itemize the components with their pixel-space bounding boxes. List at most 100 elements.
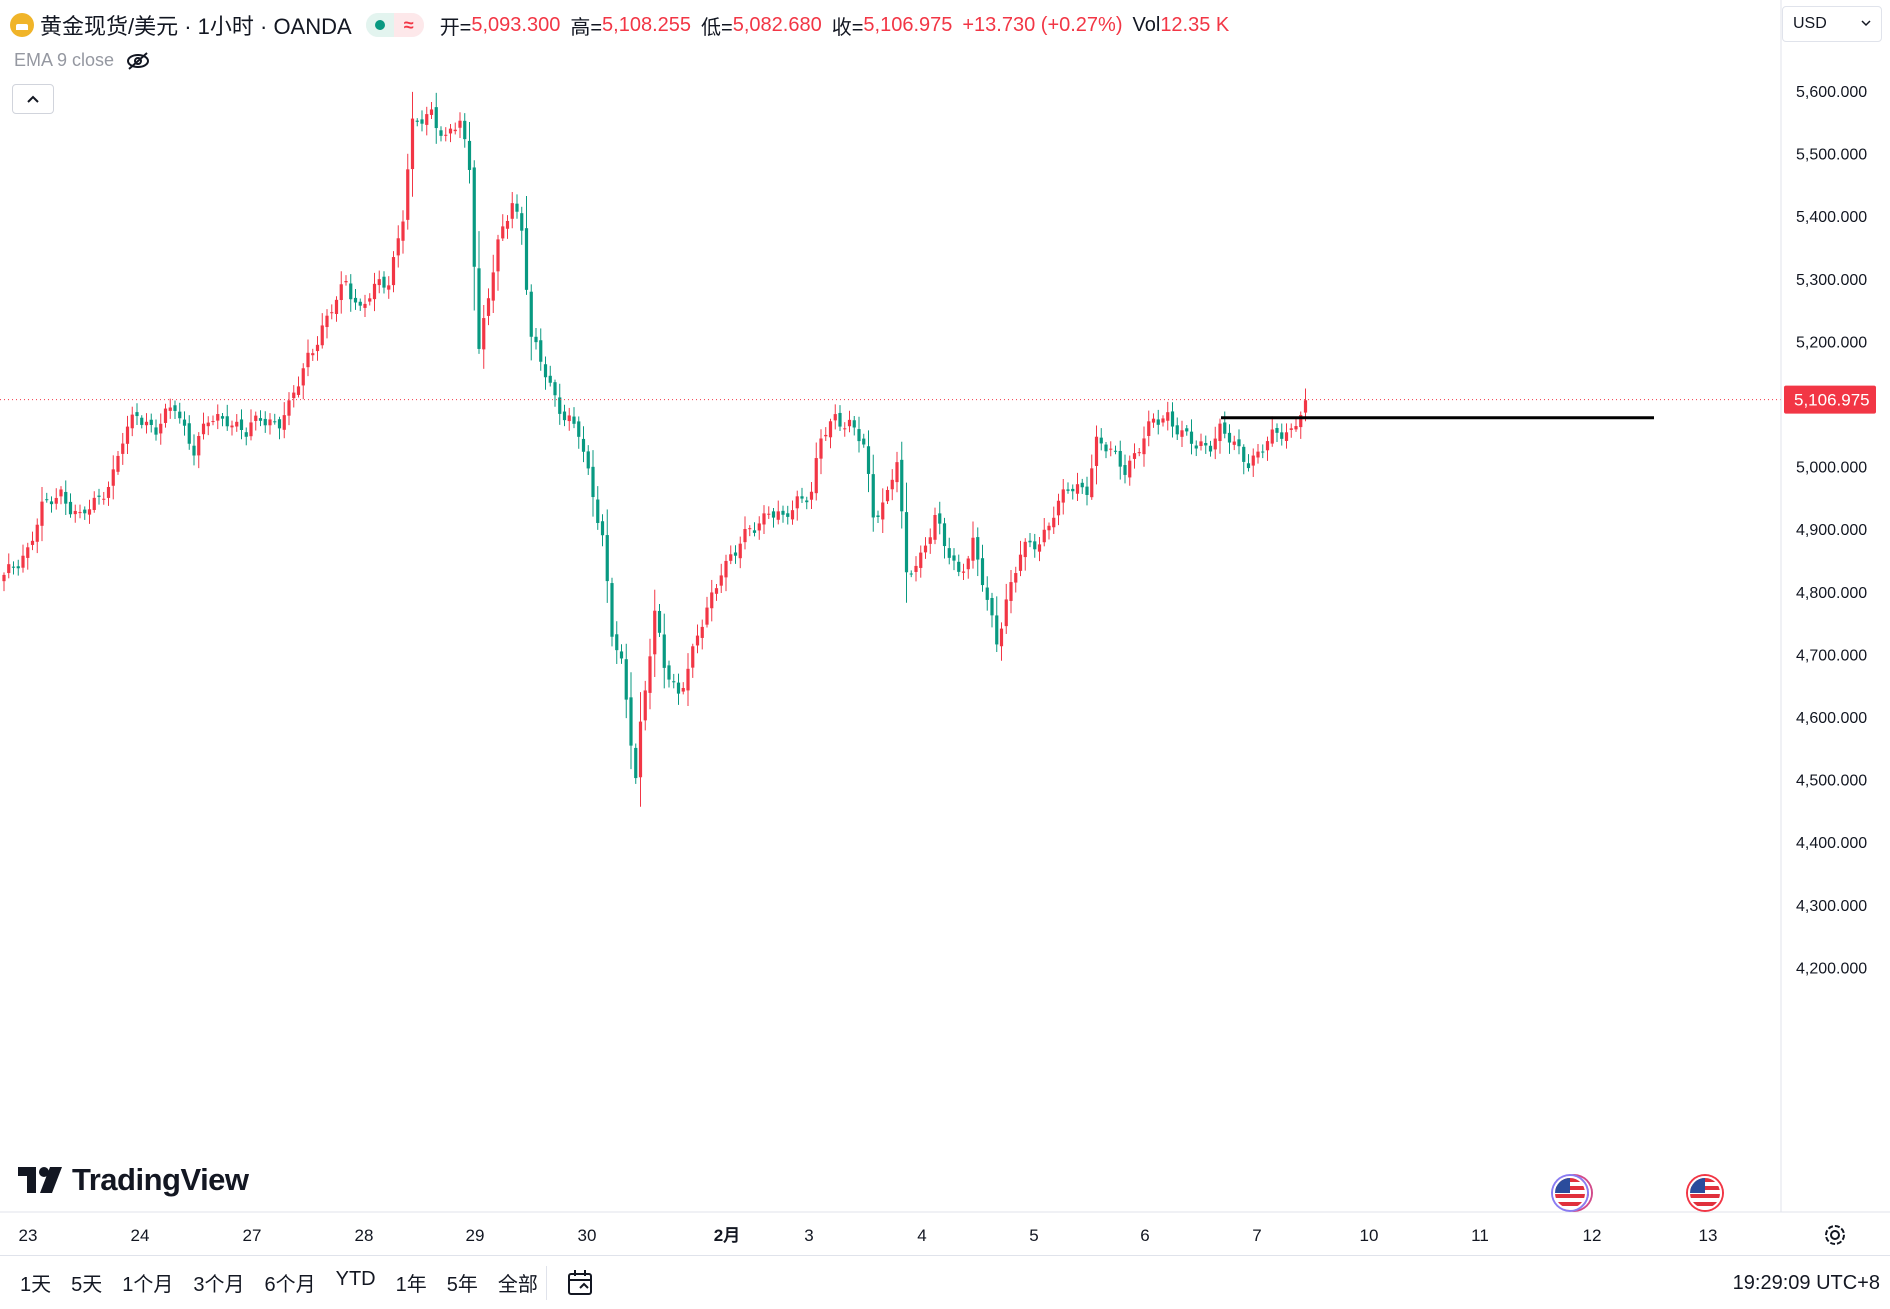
low-value: 5,082.680 [732,13,822,36]
candle-body [1237,439,1241,447]
bottom-toolbar: 1天 5天 1个月 3个月 6个月 YTD 1年 5年 全部 19:29:09 … [0,1255,1890,1309]
candle-body [543,364,548,378]
gold-symbol-icon[interactable] [10,13,34,37]
candle-body [106,486,111,498]
candle-body [1204,443,1208,446]
price-chart[interactable]: 5,600.000 5,500.000 5,400.000 5,300.000 5,20… [0,0,1890,1255]
range-3m-button[interactable]: 3个月 [193,1274,245,1296]
ema-label[interactable]: EMA 9 close [14,50,115,70]
candle-body [149,419,153,425]
price-tick-label: 5,600.000 [1796,84,1867,101]
time-tick-label: 28 [355,1226,374,1245]
candle-body [477,268,481,349]
candle-body [173,405,177,411]
candle-body [653,610,657,655]
candle-body [16,566,20,569]
range-5y-button[interactable]: 5年 [446,1274,478,1296]
candle-body [2,574,6,582]
candle-body [1208,445,1213,452]
time-tick-label: 5 [1029,1226,1038,1245]
high-value: 5,108.255 [602,13,692,36]
candle-body [876,515,880,517]
candle-body [363,303,367,308]
range-1m-button[interactable]: 1个月 [122,1274,174,1296]
calendar-icon[interactable] [566,1268,596,1298]
candle-body [1199,441,1203,446]
candle-body [1180,430,1184,437]
range-1y-button[interactable]: 1年 [395,1274,427,1296]
range-all-button[interactable]: 全部 [497,1274,538,1296]
candle-body [349,283,353,300]
us-flag-icon[interactable] [1553,1176,1587,1210]
candle-body [296,386,301,395]
candle-body [339,284,343,301]
indicator-legend[interactable]: EMA 9 close [14,50,150,71]
candle-body [1213,438,1217,450]
range-ytd-button[interactable]: YTD [335,1268,376,1290]
time-tick-label: 30 [578,1226,597,1245]
candle-body [961,571,966,573]
candle-body [985,587,989,600]
candle-body [824,434,828,437]
candle-body [553,382,557,396]
candle-body [657,610,662,633]
settings-icon[interactable] [1822,1222,1848,1248]
candle-body [1242,446,1246,462]
range-5d-button[interactable]: 5天 [71,1274,103,1296]
candle-body [1056,500,1061,516]
candle-body [971,537,975,561]
eye-off-icon[interactable] [126,51,150,71]
candle-body [539,340,543,362]
candle-body [192,445,196,456]
candle-body [767,513,771,515]
price-tick-label: 4,700.000 [1796,647,1867,664]
time-axis[interactable]: 23 24 27 28 29 30 2月 3 4 5 6 7 10 11 12 13 [19,1226,1718,1245]
open-value: 5,093.300 [471,13,561,36]
candle-body [7,564,11,574]
candle-body [1071,488,1075,492]
price-axis[interactable]: 5,600.000 5,500.000 5,400.000 5,300.000 5,20… [1796,84,1867,977]
price-tick-label: 4,200.000 [1796,960,1867,977]
chevron-up-icon [27,95,39,103]
currency-label: USD [1793,15,1827,32]
range-6m-button[interactable]: 6个月 [264,1274,316,1296]
candle-body [1284,432,1289,441]
candle-body [776,511,780,520]
collapse-legend-button[interactable] [12,84,54,114]
candle-body [1175,425,1179,435]
candle-body [68,501,73,515]
candle-body [130,414,134,429]
currency-selector[interactable]: USD [1782,6,1882,42]
symbol-title[interactable]: 黄金现货/美元 · 1小时 · OANDA [40,14,352,39]
candle-body [444,134,448,136]
candle-body [909,573,913,575]
candle-body [771,511,776,518]
time-tick-label: 13 [1699,1226,1718,1245]
candle-body [1232,441,1236,445]
chevron-down-icon [1861,20,1871,27]
range-1d-button[interactable]: 1天 [20,1274,52,1296]
clock-timezone[interactable]: 19:29:09 UTC+8 [1732,1272,1880,1294]
time-tick-label: 29 [466,1226,485,1245]
candle-body [1094,436,1099,467]
candle-body [890,479,894,490]
high-label: 高= [570,16,603,39]
market-open-icon [365,13,394,37]
candle-body [268,419,272,426]
candle-body [748,528,752,530]
us-flag-icon[interactable] [1688,1176,1722,1210]
candle-body [249,422,253,437]
price-tick-label: 5,300.000 [1796,272,1867,289]
tradingview-logo[interactable]: TradingView [18,1162,249,1198]
market-status-pill[interactable]: ≈ [365,13,424,37]
price-tick-label: 4,600.000 [1796,710,1867,727]
candle-body [1170,411,1175,427]
candle-body [244,432,248,437]
candle-body [596,499,600,523]
candle-body [429,109,434,115]
candle-body [320,325,324,346]
candle-body [1194,445,1198,449]
candle-body [947,548,951,558]
candle-body [482,318,486,350]
candle-body [838,412,842,427]
